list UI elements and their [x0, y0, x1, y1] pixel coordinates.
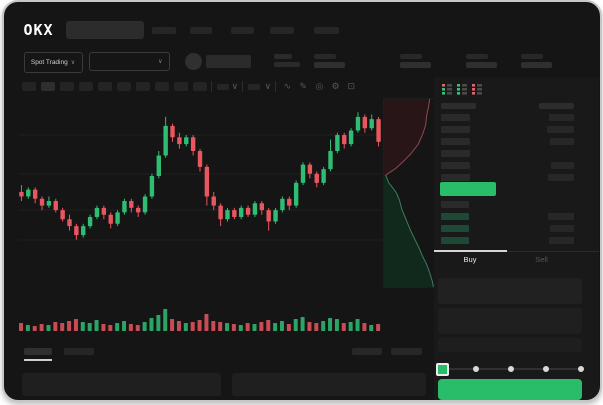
slider-stop-dot[interactable]	[472, 366, 479, 372]
chevron-down-icon[interactable]: ∨	[231, 81, 239, 91]
last-price-highlight[interactable]	[439, 182, 496, 196]
price-change-placeholder	[273, 62, 300, 67]
okx-logo[interactable]: OKX	[23, 21, 54, 39]
pair-dropdown[interactable]: ∨	[88, 52, 170, 71]
orderbook-price-header	[440, 103, 476, 109]
timeframe-button[interactable]	[97, 82, 112, 91]
orderbook-ask-price[interactable]	[440, 114, 470, 121]
timeframe-button[interactable]	[116, 82, 131, 91]
chevron-down-icon[interactable]: ∨	[264, 81, 272, 91]
orderbook-amount-header	[538, 103, 574, 109]
slider-stop-dot[interactable]	[577, 366, 584, 372]
draw-tool-icon[interactable]: ✎	[299, 81, 308, 91]
spot-trading-selector[interactable]: Spot Trading ∨	[23, 52, 83, 73]
price-input[interactable]	[437, 278, 582, 304]
amount-slider-handle[interactable]	[435, 363, 449, 376]
orderbook-bid-price[interactable]	[440, 237, 469, 244]
wave-line-icon[interactable]: ∿	[283, 81, 292, 91]
timeframe-button[interactable]	[154, 82, 169, 91]
timeframe-button[interactable]	[40, 82, 55, 91]
orderbook-ask-price[interactable]	[440, 150, 470, 157]
orderbook-ask-price[interactable]	[440, 174, 470, 181]
slider-stop-dot[interactable]	[542, 366, 549, 372]
chevron-down-icon: ∨	[158, 58, 163, 65]
orderbook-ask-amount	[547, 174, 574, 181]
timeframe-button[interactable]	[78, 82, 93, 91]
bottom-action-placeholder[interactable]	[390, 348, 422, 355]
orderbook-ask-amount	[546, 126, 574, 133]
timeframe-button[interactable]	[173, 82, 188, 91]
coin-avatar	[184, 53, 202, 70]
buy-tab-underline	[433, 250, 507, 252]
pair-name-placeholder	[205, 55, 251, 68]
nav-item[interactable]	[151, 27, 176, 34]
toolbar-divider	[210, 81, 212, 92]
orderbook-ask-price[interactable]	[440, 138, 470, 145]
bottom-panel-left[interactable]	[21, 373, 221, 396]
chart-type-placeholder[interactable]	[216, 84, 229, 90]
stat-value-placeholder	[465, 62, 497, 68]
stat-label-placeholder	[520, 54, 543, 59]
spot-trading-label: Spot Trading	[30, 59, 68, 66]
orderbook-bid-price[interactable]	[440, 225, 469, 232]
tabs-divider	[433, 251, 599, 252]
orderbook-ask-price[interactable]	[440, 162, 470, 169]
bottom-tab[interactable]	[63, 348, 94, 355]
buy-submit-button[interactable]	[437, 379, 582, 400]
orderbook-ask-amount	[549, 138, 574, 145]
stat-value-placeholder	[520, 62, 552, 68]
bottom-tab-underline	[23, 359, 52, 361]
indicator-placeholder[interactable]	[247, 84, 260, 90]
search-input[interactable]	[65, 21, 144, 39]
fullscreen-icon[interactable]: ⊡	[347, 81, 356, 91]
orderbook-ask-amount	[550, 162, 574, 169]
toolbar-divider	[274, 81, 276, 92]
camera-icon[interactable]: ◎	[315, 81, 324, 91]
orderbook-ask-price[interactable]	[440, 126, 470, 133]
candlestick-chart[interactable]	[17, 102, 382, 252]
chevron-down-icon: ∨	[70, 59, 76, 66]
settings-gear-icon[interactable]: ⚙	[331, 81, 340, 91]
stat-label-placeholder	[313, 54, 336, 59]
amount-input[interactable]	[437, 308, 582, 334]
volume-bars	[18, 309, 380, 331]
book-combined-icon[interactable]	[441, 82, 453, 95]
slider-stop-dot[interactable]	[507, 366, 514, 372]
bottom-action-placeholder[interactable]	[351, 348, 382, 355]
timeframe-button[interactable]	[135, 82, 150, 91]
total-input[interactable]	[437, 338, 582, 352]
bottom-tab-active[interactable]	[23, 348, 52, 355]
stat-value-placeholder	[399, 62, 431, 68]
timeframe-button[interactable]	[59, 82, 74, 91]
tab-buy[interactable]: Buy	[463, 255, 477, 264]
timeframe-button[interactable]	[192, 82, 207, 91]
nav-item[interactable]	[269, 27, 294, 34]
timeframe-button[interactable]	[21, 82, 36, 91]
stat-value-placeholder	[313, 62, 345, 68]
bottom-panel-right[interactable]	[231, 373, 426, 396]
orderbook-ask-amount	[548, 114, 574, 121]
nav-item[interactable]	[313, 27, 339, 34]
nav-item[interactable]	[189, 27, 212, 34]
orderbook-bid-price[interactable]	[440, 213, 469, 220]
depth-chart	[382, 98, 437, 288]
toolbar-divider	[241, 81, 243, 92]
orderbook-bid-amount	[548, 237, 574, 244]
orderbook-bid-price[interactable]	[440, 201, 469, 208]
book-bids-only-icon[interactable]	[456, 82, 468, 95]
nav-item[interactable]	[230, 27, 254, 34]
last-price-placeholder	[273, 54, 292, 59]
tab-sell[interactable]: Sell	[535, 255, 548, 264]
book-asks-only-icon[interactable]	[471, 82, 483, 95]
stat-label-placeholder	[399, 54, 422, 59]
orderbook-bid-amount	[549, 225, 574, 232]
orderbook-bid-amount	[547, 213, 574, 220]
stat-label-placeholder	[465, 54, 488, 59]
